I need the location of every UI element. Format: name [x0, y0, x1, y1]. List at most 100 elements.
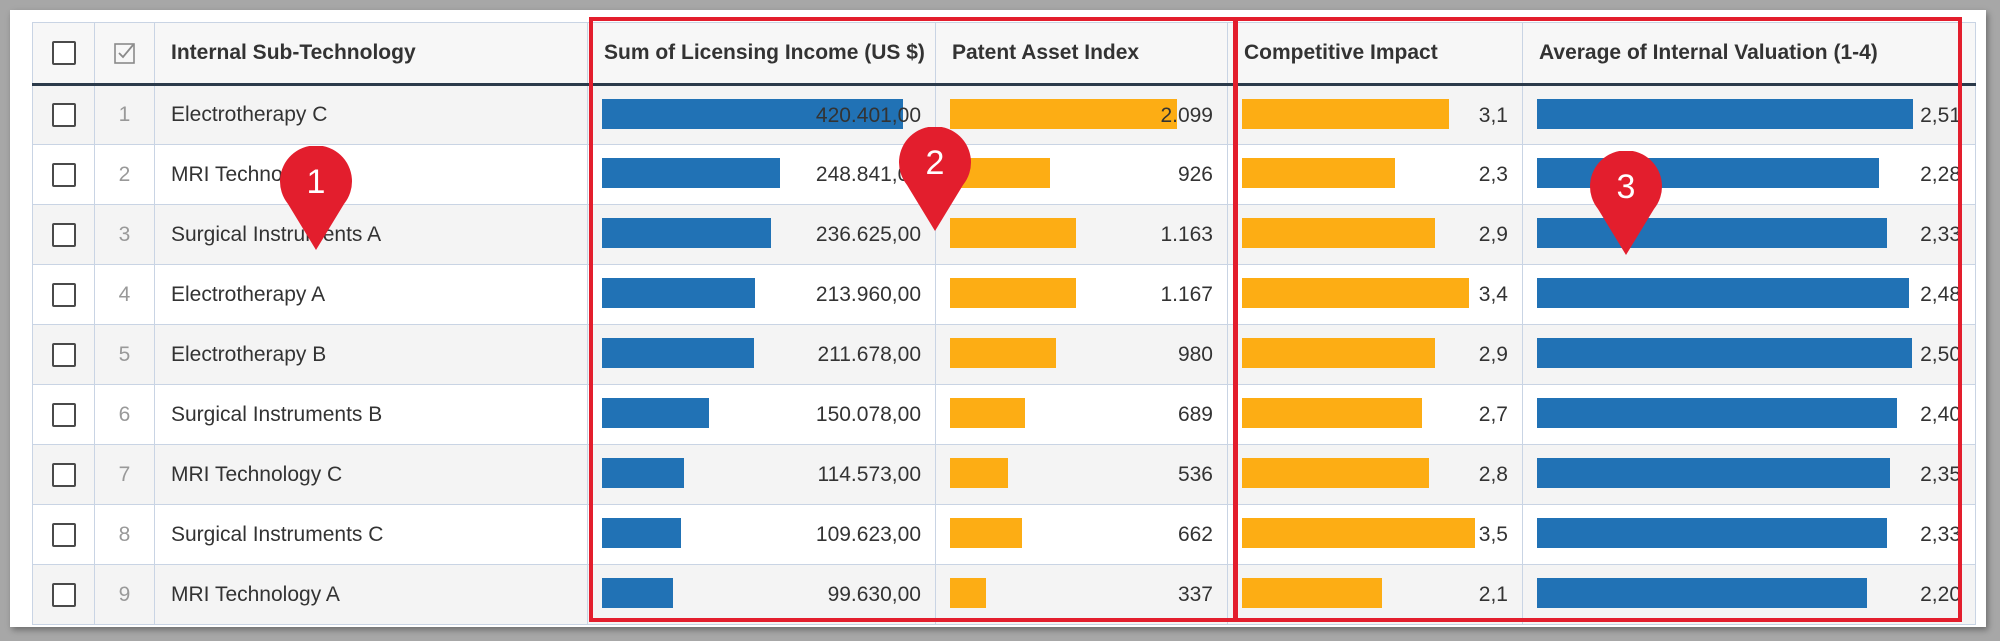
- licensing-income-bar: [602, 278, 755, 308]
- row-checkbox[interactable]: [51, 162, 76, 187]
- table-row[interactable]: 1 Electrotherapy C 420.401,00 2.099 3,1 2,51: [32, 84, 1976, 145]
- table-body: 1 Electrotherapy C 420.401,00 2.099 3,1 2,51 2…: [32, 84, 1976, 625]
- internal-valuation-bar: [1537, 518, 1887, 548]
- column-header-sub-technology[interactable]: Internal Sub-Technology: [154, 22, 588, 86]
- competitive-impact-value: 2,8: [1478, 463, 1508, 486]
- row-index: 9: [94, 564, 155, 625]
- competitive-impact-bar: [1242, 99, 1449, 129]
- licensing-income-bar: [602, 518, 681, 548]
- competitive-impact-cell: 3,5: [1227, 504, 1523, 565]
- internal-valuation-bar: [1537, 398, 1897, 428]
- marker-label-3: 3: [1616, 168, 1636, 206]
- row-checkbox[interactable]: [51, 222, 76, 247]
- column-header-competitive-impact[interactable]: Competitive Impact: [1227, 22, 1523, 86]
- internal-valuation-cell: 2,50: [1522, 324, 1976, 385]
- row-select-cell: [32, 444, 95, 505]
- row-checkbox[interactable]: [51, 402, 76, 427]
- competitive-impact-bar: [1242, 278, 1469, 308]
- table-row[interactable]: 4 Electrotherapy A 213.960,00 1.167 3,4 2,48: [32, 264, 1976, 325]
- table-row[interactable]: 9 MRI Technology A 99.630,00 337 2,1 2,20: [32, 564, 1976, 625]
- licensing-income-value: 420.401,00: [815, 104, 921, 127]
- competitive-impact-value: 2,3: [1478, 163, 1508, 186]
- row-name: Surgical Instruments B: [154, 384, 588, 445]
- table-row[interactable]: 3 Surgical Instruments A 236.625,00 1.163 2,…: [32, 204, 1976, 265]
- internal-valuation-value: 2,50: [1920, 343, 1961, 366]
- patent-asset-index-value: 2.099: [1160, 104, 1213, 127]
- internal-valuation-bar: [1537, 338, 1912, 368]
- competitive-impact-cell: 2,9: [1227, 324, 1523, 385]
- competitive-impact-value: 3,1: [1478, 104, 1508, 127]
- row-select-cell: [32, 384, 95, 445]
- competitive-impact-value: 2,9: [1478, 223, 1508, 246]
- licensing-income-cell: 211.678,00: [587, 324, 936, 385]
- map-pin-icon: [899, 126, 971, 231]
- internal-valuation-cell: 2,20: [1522, 564, 1976, 625]
- row-checkbox[interactable]: [51, 342, 76, 367]
- row-index: 4: [94, 264, 155, 325]
- row-checkbox[interactable]: [51, 282, 76, 307]
- row-checkbox[interactable]: [51, 522, 76, 547]
- table-row[interactable]: 5 Electrotherapy B 211.678,00 980 2,9 2,50: [32, 324, 1976, 385]
- patent-asset-index-bar: [950, 518, 1022, 548]
- competitive-impact-value: 3,4: [1478, 283, 1508, 306]
- competitive-impact-bar: [1242, 398, 1422, 428]
- internal-valuation-bar: [1537, 458, 1890, 488]
- row-checkbox[interactable]: [51, 462, 76, 487]
- column-header-licensing-income[interactable]: Sum of Licensing Income (US $): [587, 22, 936, 86]
- row-name: Electrotherapy A: [154, 264, 588, 325]
- licensing-income-cell: 150.078,00: [587, 384, 936, 445]
- row-select-cell: [32, 144, 95, 205]
- row-select-cell: [32, 264, 95, 325]
- row-checkbox[interactable]: [51, 582, 76, 607]
- competitive-impact-value: 2,7: [1478, 403, 1508, 426]
- table-row[interactable]: 6 Surgical Instruments B 150.078,00 689 2,7 2…: [32, 384, 1976, 445]
- row-checkbox[interactable]: [51, 103, 76, 128]
- patent-asset-index-bar: [950, 218, 1076, 248]
- competitive-impact-bar: [1242, 578, 1382, 608]
- licensing-income-bar: [602, 578, 673, 608]
- licensing-income-cell: 420.401,00: [587, 84, 936, 145]
- internal-valuation-value: 2,28: [1920, 163, 1961, 186]
- internal-valuation-value: 2,33: [1920, 523, 1961, 546]
- internal-valuation-bar: [1537, 578, 1867, 608]
- patent-asset-index-bar: [950, 338, 1056, 368]
- licensing-income-value: 248.841,00: [815, 163, 921, 186]
- row-select-cell: [32, 504, 95, 565]
- select-all-checkbox[interactable]: [51, 41, 76, 66]
- licensing-income-bar: [602, 99, 903, 129]
- table-row[interactable]: 8 Surgical Instruments C 109.623,00 662 3,5 2…: [32, 504, 1976, 565]
- patent-asset-index-value: 926: [1177, 163, 1213, 186]
- competitive-impact-value: 2,1: [1478, 583, 1508, 606]
- map-pin-icon: [1590, 150, 1662, 255]
- row-index: 6: [94, 384, 155, 445]
- row-name: Electrotherapy B: [154, 324, 588, 385]
- column-header-patent-asset-index[interactable]: Patent Asset Index: [935, 22, 1228, 86]
- patent-asset-index-value: 980: [1177, 343, 1213, 366]
- header-row: Internal Sub-Technology Sum of Licensing…: [32, 22, 1976, 86]
- internal-valuation-value: 2,20: [1920, 583, 1961, 606]
- patent-asset-index-value: 662: [1177, 523, 1213, 546]
- table-row[interactable]: 2 MRI Technology B 248.841,00 926 2,3 2,28: [32, 144, 1976, 205]
- table-row[interactable]: 7 MRI Technology C 114.573,00 536 2,8 2,35: [32, 444, 1976, 505]
- row-select-cell: [32, 564, 95, 625]
- competitive-impact-bar: [1242, 518, 1475, 548]
- competitive-impact-bar: [1242, 338, 1435, 368]
- licensing-income-cell: 114.573,00: [587, 444, 936, 505]
- licensing-income-cell: 248.841,00: [587, 144, 936, 205]
- competitive-impact-bar: [1242, 458, 1429, 488]
- row-select-cell: [32, 324, 95, 385]
- checkmark-box-icon[interactable]: [113, 41, 137, 65]
- licensing-income-bar: [602, 218, 771, 248]
- competitive-impact-cell: 2,1: [1227, 564, 1523, 625]
- internal-valuation-value: 2,48: [1920, 283, 1961, 306]
- row-name: MRI Technology A: [154, 564, 588, 625]
- row-name: MRI Technology C: [154, 444, 588, 505]
- row-name: Electrotherapy C: [154, 84, 588, 145]
- patent-asset-index-cell: 536: [935, 444, 1228, 505]
- licensing-income-bar: [602, 398, 709, 428]
- column-header-internal-valuation[interactable]: Average of Internal Valuation (1-4): [1522, 22, 1976, 86]
- licensing-income-bar: [602, 458, 684, 488]
- competitive-impact-cell: 2,3: [1227, 144, 1523, 205]
- row-index: 3: [94, 204, 155, 265]
- index-header: [94, 22, 155, 86]
